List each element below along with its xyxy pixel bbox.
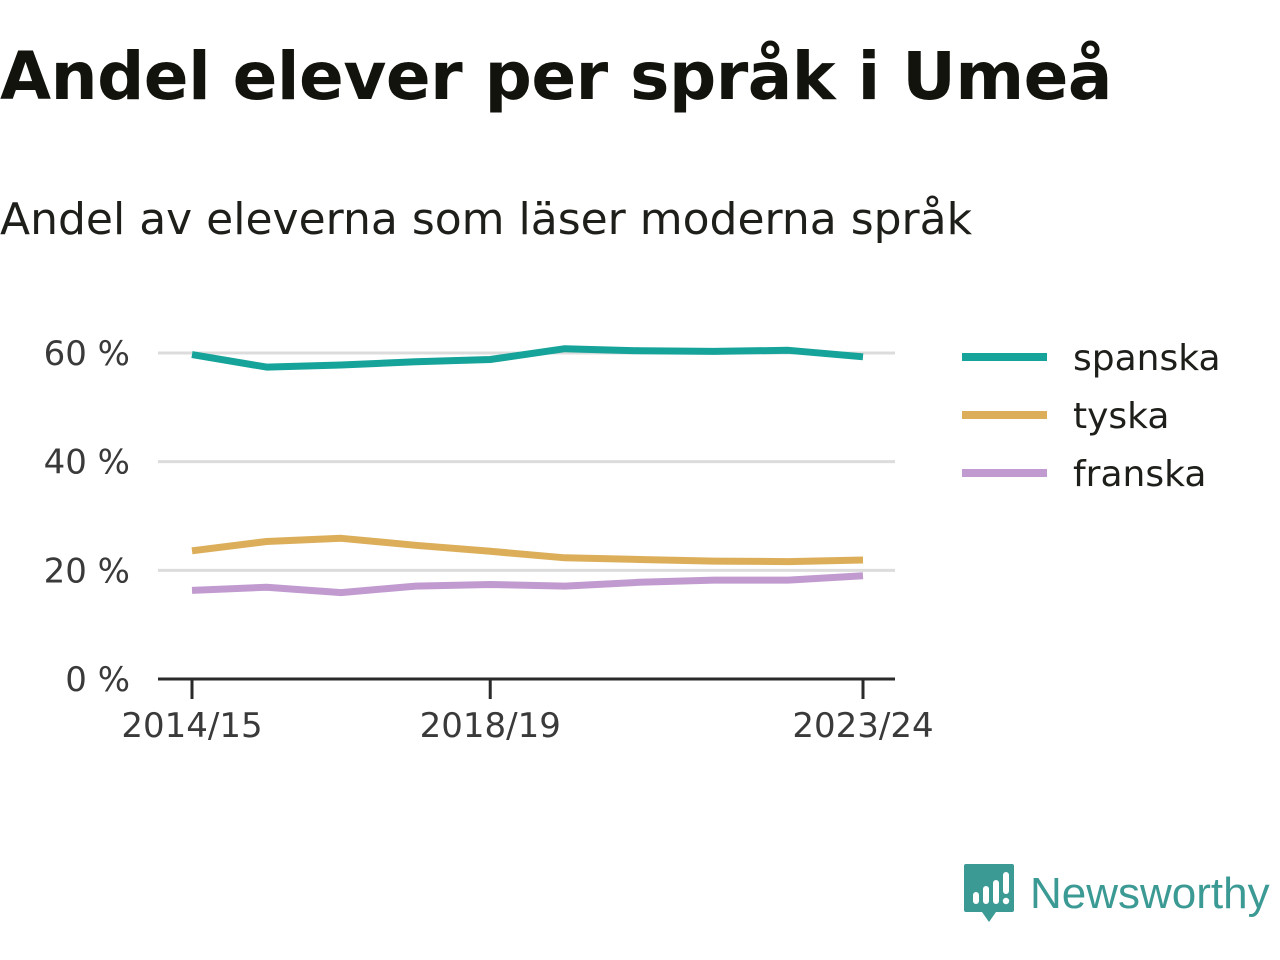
brand-logo: Newsworthy	[962, 860, 1270, 928]
y-tick-label: 60 %	[44, 334, 130, 374]
chart-subtitle: Andel av eleverna som läser moderna språ…	[0, 194, 973, 245]
legend-label-tyska: tyska	[1073, 396, 1169, 437]
chart-title: Andel elever per språk i Umeå	[0, 38, 1112, 115]
x-tick-label: 2018/19	[420, 706, 561, 746]
y-tick-label: 40 %	[44, 443, 130, 483]
y-tick-label: 20 %	[44, 551, 130, 591]
legend-label-spanska: spanska	[1073, 338, 1221, 379]
series-line-spanska	[191, 345, 864, 371]
series-lines	[191, 345, 864, 597]
newsworthy-logo-icon	[964, 864, 1014, 922]
gridlines	[158, 351, 895, 572]
x-tick-label: 2014/15	[121, 706, 262, 746]
brand-name: Newsworthy	[1030, 869, 1270, 918]
y-axis-ticks: 0 % 20 % 40 % 60 %	[44, 334, 130, 700]
series-line-franska	[191, 572, 864, 597]
series-line-tyska	[191, 534, 864, 566]
legend-label-franska: franska	[1073, 454, 1206, 495]
legend: spanska tyska franska	[962, 338, 1221, 495]
x-axis: 2014/15 2018/19 2023/24	[121, 677, 934, 746]
x-tick-label: 2023/24	[792, 706, 933, 746]
y-tick-label: 0 %	[65, 660, 130, 700]
